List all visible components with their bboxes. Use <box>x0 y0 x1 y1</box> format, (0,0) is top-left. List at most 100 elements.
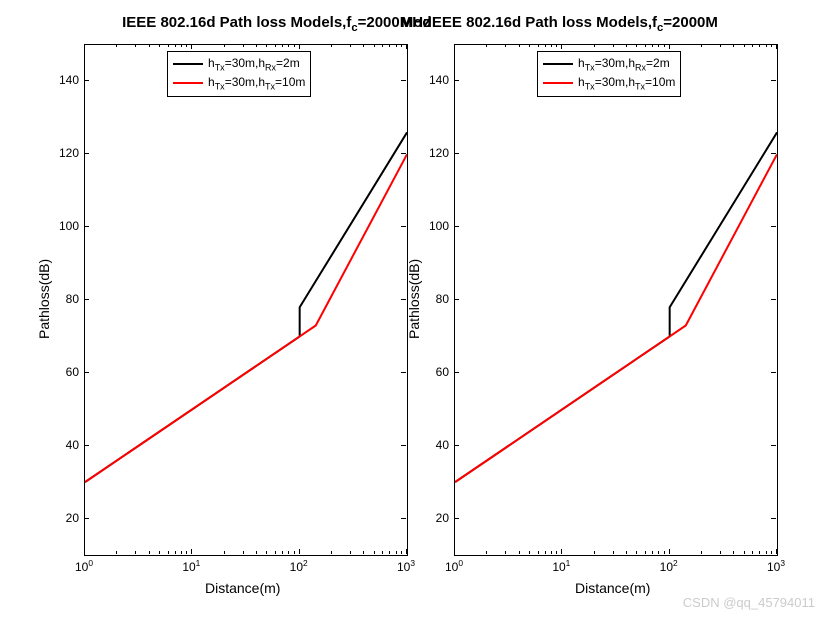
ytick-mark <box>84 80 89 81</box>
xtick-minor <box>733 551 734 554</box>
xtick-minor <box>256 44 257 47</box>
left-chart-plot <box>85 45 407 555</box>
xtick-minor <box>266 551 267 554</box>
legend-swatch <box>543 63 573 65</box>
legend-swatch <box>173 82 203 84</box>
ytick-label: 60 <box>49 365 79 379</box>
title-overlap: Mod <box>401 14 432 31</box>
xtick-minor <box>266 44 267 47</box>
xtick-minor <box>626 44 627 47</box>
xtick-minor <box>175 551 176 554</box>
ytick-label: 120 <box>419 146 449 160</box>
figure-title: IEEE 802.16d Path loss Models,fc=2000MHz… <box>0 14 840 34</box>
legend-label: hTx=30m,hTx=10m <box>208 74 305 93</box>
xtick-label: 100 <box>75 558 93 574</box>
xtick-mark <box>406 549 407 554</box>
ytick-mark <box>84 372 89 373</box>
xtick-minor <box>186 44 187 47</box>
title-right: IEEE 802.16d Path loss Models,fc=2000M <box>428 14 718 31</box>
xtick-minor <box>294 44 295 47</box>
ytick-mark <box>84 153 89 154</box>
xtick-minor <box>759 551 760 554</box>
ytick-mark <box>454 299 459 300</box>
xtick-minor <box>288 44 289 47</box>
ytick-mark <box>454 80 459 81</box>
xtick-minor <box>664 44 665 47</box>
xtick-minor <box>396 551 397 554</box>
xtick-minor <box>556 44 557 47</box>
ytick-mark <box>454 226 459 227</box>
xtick-minor <box>538 44 539 47</box>
ytick-mark <box>771 226 776 227</box>
ytick-mark <box>401 226 406 227</box>
xtick-minor <box>752 551 753 554</box>
xtick-mark <box>191 549 192 554</box>
watermark-text: CSDN @qq_45794011 <box>683 595 815 610</box>
ytick-label: 20 <box>49 511 79 525</box>
xtick-minor <box>363 551 364 554</box>
right-chart-plot <box>455 45 777 555</box>
series-red <box>85 154 407 482</box>
xtick-minor <box>529 551 530 554</box>
xtick-minor <box>256 551 257 554</box>
xtick-label: 101 <box>182 558 200 574</box>
xtick-mark <box>406 44 407 49</box>
ytick-label: 100 <box>419 219 449 233</box>
xtick-minor <box>658 551 659 554</box>
xtick-minor <box>519 551 520 554</box>
xtick-minor <box>701 44 702 47</box>
xtick-minor <box>744 551 745 554</box>
xtick-mark <box>299 549 300 554</box>
xtick-mark <box>84 549 85 554</box>
xtick-minor <box>766 44 767 47</box>
xtick-minor <box>243 551 244 554</box>
xtick-minor <box>759 44 760 47</box>
xtick-minor <box>116 44 117 47</box>
xtick-minor <box>389 551 390 554</box>
xtick-minor <box>331 44 332 47</box>
ytick-mark <box>84 518 89 519</box>
xtick-minor <box>744 44 745 47</box>
ytick-mark <box>401 372 406 373</box>
xtick-minor <box>175 44 176 47</box>
xtick-minor <box>652 44 653 47</box>
xtick-minor <box>382 551 383 554</box>
legend-label: hTx=30m,hTx=10m <box>578 74 675 93</box>
xtick-minor <box>389 44 390 47</box>
xtick-minor <box>545 551 546 554</box>
ytick-label: 40 <box>419 438 449 452</box>
series-black <box>455 132 777 482</box>
ytick-mark <box>84 226 89 227</box>
xtick-minor <box>664 551 665 554</box>
xtick-minor <box>652 551 653 554</box>
xtick-label: 102 <box>660 558 678 574</box>
xtick-minor <box>374 551 375 554</box>
xtick-label: 100 <box>445 558 463 574</box>
xtick-minor <box>529 44 530 47</box>
xtick-minor <box>626 551 627 554</box>
xtick-minor <box>275 551 276 554</box>
xtick-minor <box>771 44 772 47</box>
ytick-mark <box>454 153 459 154</box>
xtick-mark <box>669 44 670 49</box>
xtick-minor <box>181 551 182 554</box>
xtick-label: 101 <box>552 558 570 574</box>
xtick-minor <box>350 44 351 47</box>
xtick-mark <box>84 44 85 49</box>
xtick-mark <box>454 549 455 554</box>
xtick-mark <box>454 44 455 49</box>
ytick-mark <box>401 518 406 519</box>
ytick-label: 80 <box>419 292 449 306</box>
xtick-minor <box>350 551 351 554</box>
xtick-mark <box>561 549 562 554</box>
legend-swatch <box>173 63 203 65</box>
xtick-minor <box>168 44 169 47</box>
xtick-minor <box>766 551 767 554</box>
xtick-minor <box>505 551 506 554</box>
xtick-minor <box>613 551 614 554</box>
left-chart: hTx=30m,hRx=2mhTx=30m,hTx=10m <box>84 44 408 556</box>
xtick-minor <box>720 551 721 554</box>
left-xlabel: Distance(m) <box>205 580 280 596</box>
ytick-label: 60 <box>419 365 449 379</box>
right-legend: hTx=30m,hRx=2mhTx=30m,hTx=10m <box>537 51 681 97</box>
